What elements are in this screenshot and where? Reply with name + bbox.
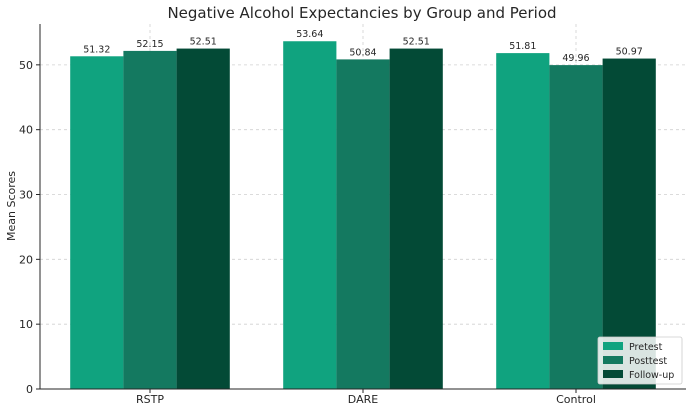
bar-pretest-dare [283,41,337,389]
bar-pretest-control [496,53,550,389]
legend-label: Posttest [629,356,667,367]
bar-value-label: 50.97 [616,47,643,58]
bar-value-label: 52.51 [403,37,430,48]
bar-value-label: 50.84 [349,47,376,58]
y-tick-label: 50 [19,59,33,72]
bar-follow-up-rstp [176,48,230,390]
y-tick-label: 10 [19,318,33,331]
bar-value-label: 51.81 [509,41,536,52]
bar-posttest-control [549,65,603,389]
bars [70,41,656,390]
axes: 0 10 20 30 40 50 RSTP DARE Control [19,24,686,406]
legend-swatch [603,342,623,350]
bar-pretest-rstp [70,56,124,389]
legend: Pretest Posttest Follow-up [597,336,683,385]
x-tick-label: DARE [348,393,378,406]
y-tick-label: 40 [19,124,33,137]
bar-value-label: 53.64 [296,29,323,40]
bar-posttest-rstp [123,50,177,390]
chart-title: Negative Alcohol Expectancies by Group a… [167,4,556,22]
bar-follow-up-control [602,58,656,390]
x-tick-label: RSTP [136,393,164,406]
bar-value-label: 51.32 [83,44,110,55]
bar-posttest-dare [336,59,390,390]
bar-follow-up-dare [389,48,443,390]
x-tick-label: Control [556,393,596,406]
bar-value-label: 52.15 [136,39,163,50]
data-labels: 51.32 53.64 51.81 52.15 50.84 49.96 52.51 52.51… [83,29,643,64]
bar-value-label: 52.51 [190,37,217,48]
legend-swatch [603,370,623,378]
y-tick-label: 30 [19,189,33,202]
y-tick-label: 0 [26,383,33,396]
y-axis-title: Mean Scores [5,171,18,241]
bar-value-label: 49.96 [562,53,589,64]
y-tick-label: 20 [19,253,33,266]
legend-swatch [603,356,623,364]
legend-label: Follow-up [629,370,674,381]
legend-label: Pretest [629,342,663,353]
